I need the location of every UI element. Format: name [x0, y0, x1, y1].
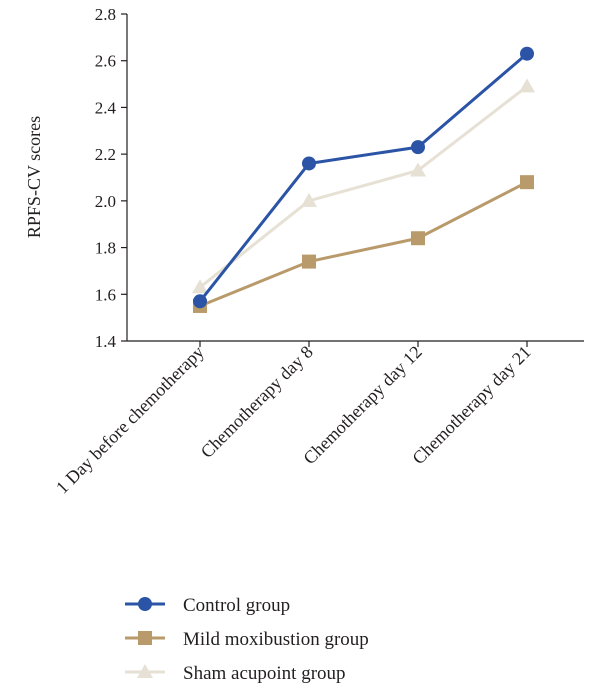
series-line	[199, 180, 528, 308]
x-tick-label: 1 Day before chemotherapy	[52, 342, 208, 498]
series-circle	[193, 46, 534, 309]
data-point	[193, 294, 207, 309]
x-tick-label: Chemotherapy day 12	[299, 342, 426, 469]
legend: Control group Mild moxibustion group Sham …	[125, 595, 369, 684]
series-line	[198, 52, 528, 303]
legend-item: Control group	[125, 595, 290, 616]
legend-label: Sham acupoint group	[183, 663, 346, 684]
data-point	[302, 156, 316, 171]
series-layer	[192, 46, 535, 313]
data-point	[192, 279, 208, 294]
legend-marker	[137, 664, 153, 678]
y-axis-title: RPFS-CV scores	[24, 116, 44, 238]
data-point	[411, 140, 425, 155]
y-tick-label: 2.0	[95, 192, 116, 211]
data-point	[301, 192, 317, 207]
data-point	[410, 162, 426, 177]
data-point	[520, 46, 534, 61]
y-tick-label: 2.4	[95, 98, 117, 117]
series-triangle	[192, 78, 535, 294]
y-tick-label: 1.4	[95, 332, 117, 351]
series-line	[199, 85, 528, 289]
data-point	[519, 78, 535, 93]
y-ticks: 1.4 1.6 1.8 2.0 2.2 2.4 2.6 2.8	[95, 5, 127, 351]
y-tick-label: 2.6	[95, 52, 116, 71]
data-point	[411, 231, 425, 246]
legend-label: Mild moxibustion group	[183, 629, 369, 650]
axes	[126, 14, 584, 342]
y-tick-label: 2.2	[95, 145, 116, 164]
legend-marker	[138, 631, 152, 645]
y-tick-label: 1.8	[95, 239, 116, 258]
x-tick-label: Chemotherapy day 8	[197, 342, 317, 462]
legend-item: Mild moxibustion group	[125, 629, 369, 650]
legend-label: Control group	[183, 595, 290, 616]
y-tick-label: 1.6	[95, 285, 116, 304]
x-tick-label: Chemotherapy day 21	[408, 342, 535, 469]
y-tick-label: 2.8	[95, 5, 116, 24]
data-point	[302, 254, 316, 269]
data-point	[520, 175, 534, 190]
legend-marker	[138, 597, 152, 611]
legend-item: Sham acupoint group	[125, 663, 346, 684]
